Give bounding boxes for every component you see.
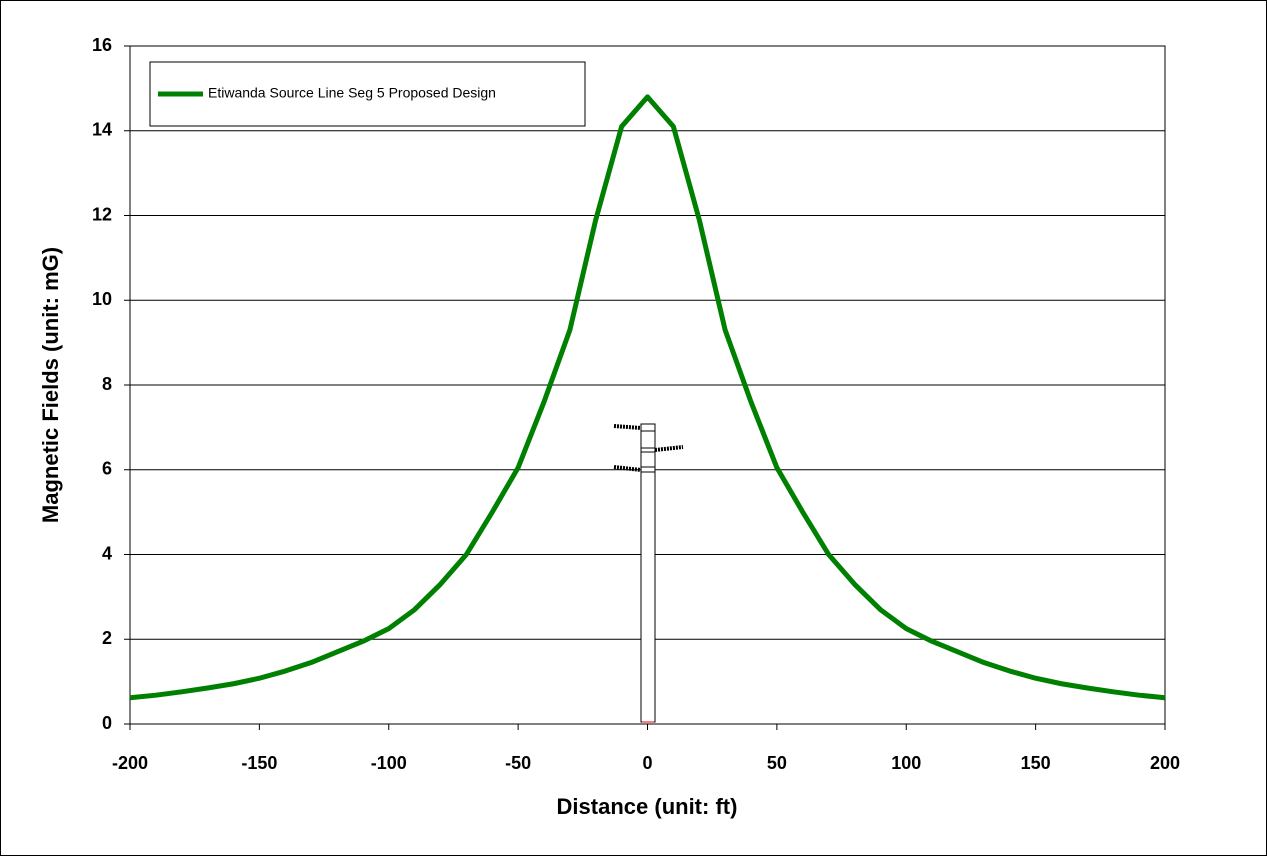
insulator	[613, 424, 642, 430]
pole	[640, 423, 656, 723]
x-tick-label: 200	[1150, 753, 1180, 773]
x-tick-label: -100	[371, 753, 407, 773]
series-line	[129, 94, 1166, 701]
x-tick-label: -150	[241, 753, 277, 773]
y-tick-label: 14	[92, 120, 112, 140]
x-tick-label: -50	[505, 753, 531, 773]
y-tick-label: 0	[102, 713, 112, 733]
y-tick-label: 10	[92, 289, 112, 309]
y-tick-label: 12	[92, 204, 112, 224]
tower-diagram	[613, 423, 684, 723]
insulator	[654, 445, 684, 452]
y-tick-label: 8	[102, 374, 112, 394]
x-tick-label: -200	[112, 753, 148, 773]
x-tick-label: 100	[891, 753, 921, 773]
legend-box	[149, 61, 586, 127]
x-tick-label: 50	[767, 753, 787, 773]
insulator	[613, 465, 642, 472]
x-tick-label: 150	[1021, 753, 1051, 773]
y-tick-label: 16	[92, 35, 112, 55]
legend-label: Etiwanda Source Line Seg 5 Proposed Desi…	[208, 85, 496, 101]
y-tick-label: 2	[102, 628, 112, 648]
plot-area	[129, 45, 1166, 725]
y-axis-title: Magnetic Fields (unit: mG)	[38, 247, 63, 523]
x-axis-title: Distance (unit: ft)	[557, 794, 738, 819]
y-tick-label: 4	[102, 543, 112, 563]
series-group	[129, 94, 1166, 701]
x-tick-label: 0	[642, 753, 652, 773]
y-tick-label: 6	[102, 459, 112, 479]
